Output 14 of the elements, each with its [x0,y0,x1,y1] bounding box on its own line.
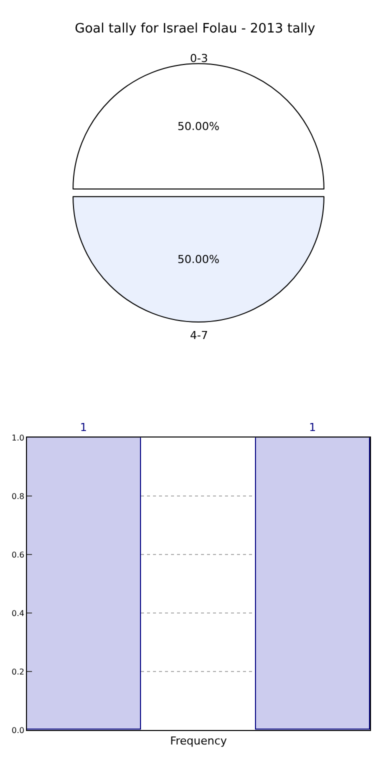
y-tick-label: 0.2 [12,667,24,676]
y-tick-label: 0.8 [12,492,24,501]
chart-title: Goal tally for Israel Folau - 2013 tally [74,22,316,36]
data-label: 50.00% [178,252,220,266]
y-tick-label: 0.0 [12,726,24,735]
data-label: 1 [309,421,316,434]
slice-label: 0-3 [190,52,208,65]
y-tick-label: 0.6 [12,550,24,560]
y-tick-label: 0.4 [12,608,24,618]
slice-label: 4-7 [190,329,208,342]
data-label: 50.00% [178,120,220,133]
data-label: 1 [80,421,87,434]
y-tick-label: 1.0 [12,433,24,442]
x-axis-title: Frequency [170,734,228,748]
